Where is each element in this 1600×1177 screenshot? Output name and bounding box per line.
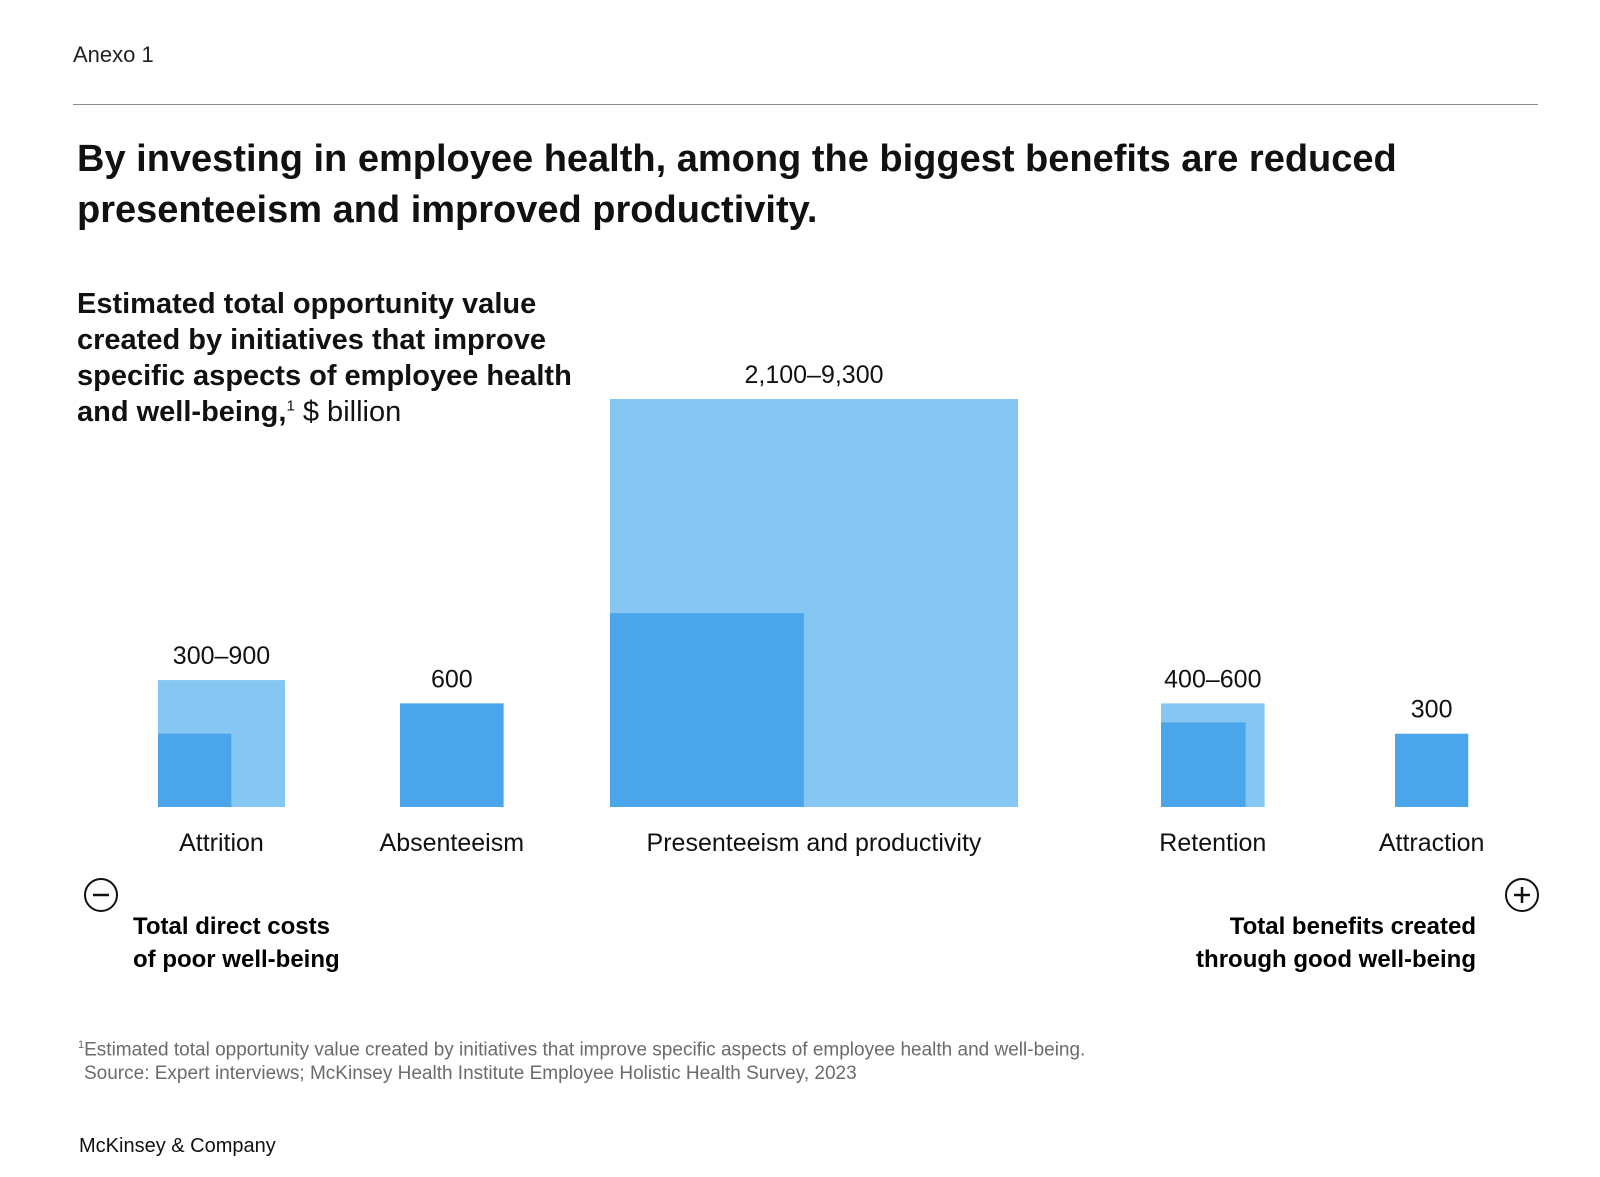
bar-low-estimate [1161, 722, 1246, 807]
category-label: Absenteeism [380, 829, 525, 857]
subtitle-text: Estimated total opportunity value create… [77, 288, 572, 428]
footnote-text-line: 1Estimated total opportunity value creat… [78, 1033, 1085, 1062]
axis-label-costs-line-1: Total direct costs [133, 913, 330, 940]
plus-circle-icon [1505, 878, 1539, 912]
data-label: 300–900 [173, 642, 270, 670]
data-label: 300 [1411, 696, 1453, 724]
axis-label-benefits-line-2: through good well-being [1196, 946, 1476, 973]
bar-low-estimate [158, 733, 232, 807]
data-label: 600 [431, 665, 473, 693]
axis-label-costs-line-2: of poor well-being [133, 946, 340, 973]
category-label: Retention [1159, 829, 1266, 857]
footnote-marker: 1 [78, 1039, 85, 1051]
minus-circle-icon [84, 878, 118, 912]
subtitle-footnote-marker: 1 [286, 397, 295, 415]
chart-title: By investing in employee health, among t… [77, 138, 1397, 231]
axis-label-costs: Total direct costs of poor well-being [133, 910, 340, 976]
bar-low-estimate [1395, 733, 1469, 807]
bar-low-estimate [610, 613, 804, 807]
source-note: Source: Expert interviews; McKinsey Heal… [84, 1063, 857, 1085]
bar-low-estimate [400, 703, 504, 807]
opportunity-value-chart: 300–900 Attrition 600 Absenteeism 2,100–9,30… [158, 361, 1484, 857]
footnote-text: Estimated total opportunity value create… [84, 1039, 1086, 1061]
data-label: 2,100–9,300 [744, 361, 883, 389]
exhibit-label: Anexo 1 [73, 42, 154, 67]
footnote: 1Estimated total opportunity value creat… [78, 1033, 1085, 1086]
category-label: Attrition [179, 829, 264, 857]
chart-subtitle: Estimated total opportunity value create… [77, 286, 597, 430]
subtitle-unit: $ billion [302, 396, 402, 428]
category-label: Attraction [1379, 829, 1485, 857]
data-label: 400–600 [1164, 665, 1261, 693]
category-label: Presenteeism and productivity [647, 829, 982, 857]
axis-label-benefits-line-1: Total benefits created [1229, 913, 1476, 940]
axis-label-benefits: Total benefits created through good well… [1196, 910, 1476, 976]
bar-group: 300–900 Attrition 600 Absenteeism 2,100–9,30… [158, 361, 1484, 857]
brand-logo-text: McKinsey & Company [79, 1135, 276, 1157]
header-divider [73, 104, 1538, 105]
